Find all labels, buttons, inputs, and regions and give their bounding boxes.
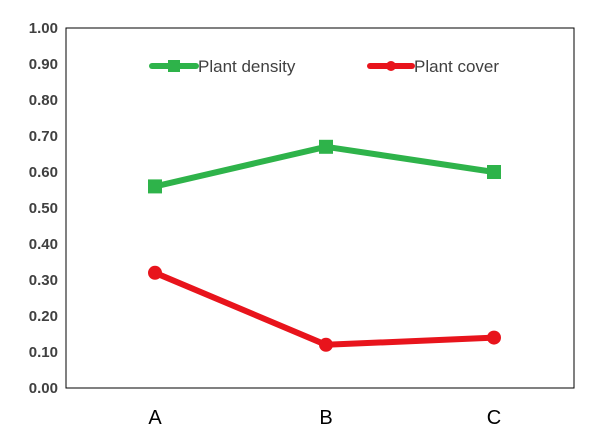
x-tick-label: A	[148, 407, 162, 429]
y-axis-ticks: 0.00 0.10 0.20 0.30 0.40 0.50 0.60 0.70 0.80 0.90…	[29, 20, 58, 397]
series-layer	[148, 139, 501, 352]
series-line-plant-cover	[152, 269, 497, 348]
legend-marker-circle	[386, 61, 396, 71]
legend: Plant density Plant cover	[149, 57, 499, 76]
x-axis-ticks: A B C	[148, 407, 501, 429]
legend-marker-square	[168, 60, 180, 72]
y-tick-label: 0.20	[29, 308, 58, 325]
data-point-plant-density	[148, 179, 162, 194]
y-tick-label: 0.10	[29, 344, 58, 361]
data-point-plant-density	[319, 139, 333, 154]
data-point-plant-cover	[487, 330, 501, 345]
data-point-plant-cover	[148, 265, 162, 280]
y-tick-label: 0.00	[29, 380, 58, 397]
y-tick-label: 0.90	[29, 56, 58, 73]
y-tick-label: 0.70	[29, 128, 58, 145]
y-tick-label: 0.60	[29, 164, 58, 181]
legend-label: Plant cover	[414, 57, 499, 76]
y-tick-label: 0.30	[29, 272, 58, 289]
legend-label: Plant density	[198, 57, 296, 76]
y-tick-label: 1.00	[29, 20, 58, 37]
plot-frame	[65, 27, 575, 389]
x-tick-label: C	[487, 407, 501, 429]
data-point-plant-density	[487, 165, 501, 179]
y-tick-label: 0.50	[29, 200, 58, 217]
data-point-plant-cover	[319, 337, 333, 352]
x-tick-label: B	[319, 407, 332, 429]
y-tick-label: 0.80	[29, 92, 58, 109]
y-tick-label: 0.40	[29, 236, 58, 253]
